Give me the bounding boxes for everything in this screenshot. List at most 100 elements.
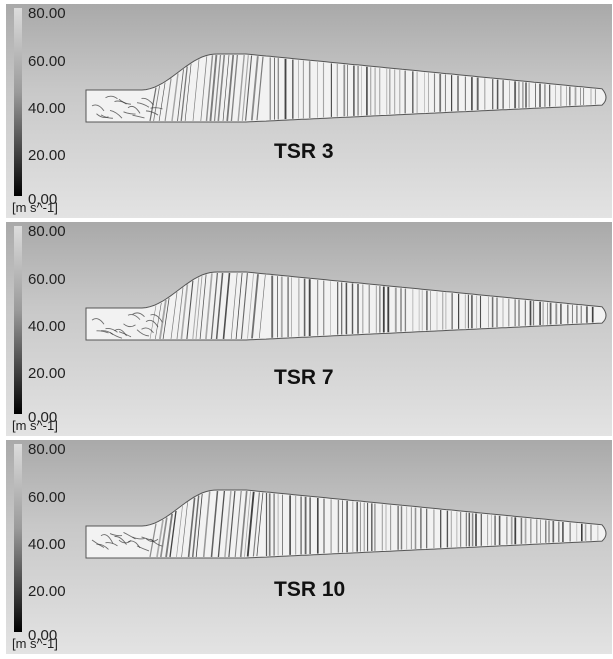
colorbar-tick: 40.00: [28, 536, 66, 553]
root-swirl-streak: [100, 114, 114, 119]
root-swirl-streak: [145, 319, 159, 328]
streamline-streak: [209, 54, 218, 122]
streamline-streak: [215, 272, 224, 340]
streamline-streak: [192, 59, 200, 122]
colorbar-tick: 60.00: [28, 53, 66, 70]
colorbar-tick: 40.00: [28, 318, 66, 335]
root-swirl-streak: [96, 330, 109, 334]
streamline-streak: [165, 513, 174, 558]
root-swirl-streak: [91, 104, 105, 112]
streamline-streak: [205, 273, 213, 340]
root-swirl-streak: [145, 538, 159, 542]
root-swirl-streak: [136, 545, 150, 552]
streamline-streak: [230, 272, 238, 340]
colorbar-unit: [m s^-1]: [12, 200, 58, 215]
root-swirl-streak: [141, 97, 154, 106]
streamline-streak: [256, 492, 264, 557]
root-swirl-streak: [118, 98, 132, 105]
streamline-streak: [237, 54, 245, 122]
streamline-streak: [251, 274, 259, 339]
colorbar-unit: [m s^-1]: [12, 418, 58, 433]
root-swirl-streak: [136, 329, 150, 337]
colorbar-tick: 20.00: [28, 583, 66, 600]
streamline-streak: [250, 56, 259, 121]
streamline-streak: [162, 297, 170, 340]
root-swirl-streak: [150, 107, 163, 110]
root-swirl-streak: [123, 323, 136, 328]
colorbar-unit: [m s^-1]: [12, 636, 58, 651]
streamline-streak: [239, 491, 248, 558]
streamline-streak: [228, 490, 236, 558]
streamline-streak: [205, 55, 214, 122]
streamline-streak: [240, 273, 248, 339]
colorbar-tick: 0.00: [28, 627, 58, 644]
colorbar-tick: 40.00: [28, 100, 66, 117]
root-swirl-streak: [109, 110, 123, 119]
root-swirl-streak: [127, 314, 141, 320]
root-swirl-streak: [150, 314, 163, 323]
color-bar: [14, 226, 22, 414]
streamline-streak: [155, 302, 162, 340]
blade-streamline-plot: [85, 489, 607, 559]
color-bar: [14, 444, 22, 632]
root-swirl-streak: [96, 543, 109, 550]
streamline-streak: [180, 284, 189, 340]
root-swirl-streak: [145, 110, 159, 116]
streamline-streak: [226, 54, 235, 122]
panel-tsr-3: 80.00 60.00 40.00 20.00 0.00 [m s^-1] TS…: [6, 4, 612, 218]
colorbar-tick: 0.00: [28, 191, 58, 208]
root-swirl-streak: [123, 532, 136, 540]
root-swirl-streak: [118, 331, 132, 338]
colorbar-tick: 60.00: [28, 489, 66, 506]
tsr-label: TSR 7: [274, 366, 334, 389]
streamline-streak: [176, 287, 184, 340]
streamline-streak: [195, 275, 203, 340]
root-swirl-streak: [109, 533, 123, 537]
colorbar-tick: 0.00: [28, 409, 58, 426]
blade-surface: [85, 489, 607, 559]
colorbar-tick: 20.00: [28, 365, 66, 382]
blade-streamline-plot: [85, 53, 607, 123]
streamline-streak: [186, 280, 194, 340]
panel-tsr-7: 80.00 60.00 40.00 20.00 0.00 [m s^-1] TS…: [6, 222, 612, 436]
streamline-streak: [187, 497, 196, 558]
streamline-streak: [246, 491, 255, 557]
root-swirl-streak: [141, 327, 154, 334]
streamline-streak: [252, 492, 260, 557]
streamline-streak: [217, 54, 226, 122]
streamline-streak: [230, 54, 239, 122]
streamline-streak: [191, 495, 200, 558]
streamline-streak: [222, 54, 230, 122]
streamline-streak: [244, 491, 251, 557]
streamline-streak: [156, 519, 164, 558]
root-swirl-streak: [100, 534, 114, 544]
root-swirl-streak: [132, 114, 145, 119]
colorbar-tick: 80.00: [28, 5, 66, 22]
streamline-streak: [169, 510, 177, 558]
root-swirl-streak: [123, 111, 136, 115]
streamline-streak: [176, 505, 183, 558]
streamline-streak: [159, 517, 168, 558]
streamline-streak: [153, 85, 161, 122]
root-swirl-streak: [105, 95, 118, 100]
colorbar-tick: 20.00: [28, 147, 66, 164]
tsr-label: TSR 3: [274, 140, 334, 163]
root-swirl-streak: [96, 113, 109, 118]
streamline-streak: [180, 66, 188, 122]
streamline-streak: [149, 305, 157, 340]
streamline-streak: [217, 490, 226, 558]
streamline-streak: [224, 490, 232, 558]
root-swirl-streak: [132, 312, 145, 318]
root-swirl-streak: [136, 102, 150, 108]
streamline-streak: [192, 277, 200, 340]
colorbar-tick: 80.00: [28, 441, 66, 458]
streamline-streak: [200, 56, 208, 122]
streamline-streak: [222, 272, 231, 340]
root-swirl-streak: [132, 536, 145, 540]
streamline-streak: [256, 56, 264, 121]
streamline-streak: [184, 63, 192, 122]
streamline-streak: [234, 490, 242, 558]
root-swirl-streak: [91, 318, 105, 325]
streamline-streak: [199, 274, 207, 340]
streamline-streak: [171, 73, 179, 122]
